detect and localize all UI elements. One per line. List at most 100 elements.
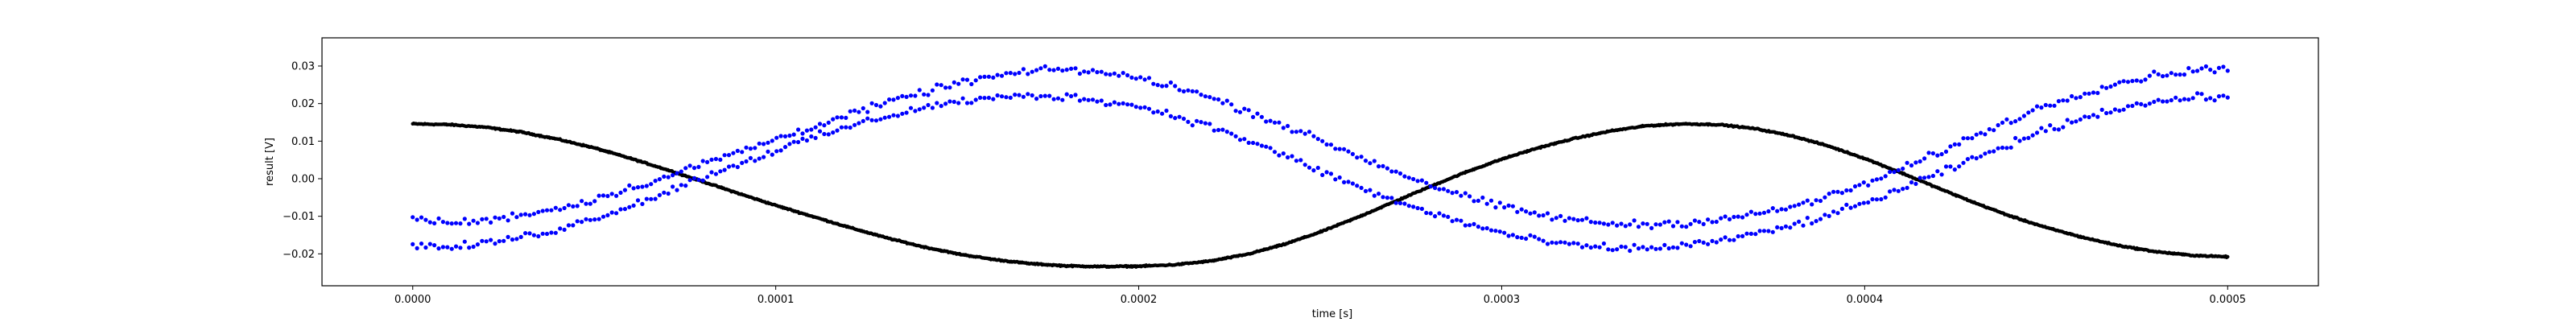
data-point — [1636, 246, 1641, 251]
data-point — [1601, 221, 1606, 226]
data-point — [1138, 75, 1143, 80]
data-point — [1095, 70, 1100, 75]
data-point — [1377, 192, 1381, 196]
data-point — [1459, 193, 1463, 198]
data-point — [1628, 248, 1633, 254]
data-point — [986, 95, 991, 101]
data-point — [2095, 90, 2100, 96]
data-point — [1892, 188, 1897, 192]
data-point — [1047, 68, 1052, 72]
data-point — [831, 117, 836, 122]
data-point — [1286, 155, 1290, 160]
data-point — [713, 171, 719, 176]
data-point — [1814, 198, 1818, 203]
data-point — [622, 207, 628, 212]
data-point — [995, 93, 1000, 98]
data-point — [2091, 90, 2096, 95]
data-point — [796, 139, 801, 145]
data-point — [1866, 183, 1871, 188]
data-point — [2104, 85, 2109, 90]
data-point — [1797, 219, 1802, 224]
data-point — [960, 96, 965, 101]
data-point — [1090, 97, 1096, 102]
data-point — [2156, 72, 2161, 76]
data-point — [1121, 71, 1125, 76]
data-point — [1623, 245, 1628, 250]
data-point — [861, 118, 865, 123]
data-point — [1545, 242, 1550, 246]
data-point — [770, 152, 774, 157]
data-point — [1810, 202, 1814, 207]
data-point — [1502, 205, 1507, 210]
data-point — [766, 149, 770, 154]
series-1 — [411, 64, 2230, 230]
data-point — [1935, 169, 1940, 174]
data-point — [731, 151, 736, 155]
data-point — [960, 77, 965, 82]
data-point — [1922, 175, 1927, 180]
data-point — [1823, 195, 1827, 200]
data-point — [523, 231, 528, 236]
data-point — [471, 218, 476, 223]
data-point — [1657, 222, 1662, 227]
data-point — [1359, 185, 1364, 190]
data-point — [531, 233, 537, 237]
data-point — [1848, 205, 1853, 210]
data-point — [1164, 108, 1169, 114]
data-point — [787, 142, 792, 147]
data-point — [2147, 101, 2152, 106]
data-point — [2034, 130, 2040, 135]
x-tick-label: 0.0001 — [758, 294, 795, 306]
data-point — [649, 196, 654, 201]
data-point — [1086, 97, 1091, 102]
data-point — [1446, 188, 1451, 193]
data-point — [2108, 110, 2113, 115]
data-point — [1463, 191, 1468, 196]
data-point — [1515, 235, 1520, 240]
data-point — [873, 118, 879, 123]
data-point — [1861, 200, 1866, 205]
data-point — [926, 102, 931, 108]
data-point — [700, 178, 705, 183]
data-point — [1424, 180, 1429, 185]
data-point — [1415, 205, 1420, 211]
data-point — [2203, 64, 2208, 69]
data-point — [1996, 146, 2000, 151]
data-point — [1104, 102, 1108, 108]
data-point — [2048, 123, 2053, 128]
data-point — [1142, 105, 1147, 109]
data-point — [605, 213, 610, 217]
data-point — [657, 192, 663, 197]
data-point — [791, 132, 796, 137]
data-point — [2225, 68, 2230, 73]
data-point — [1528, 211, 1533, 216]
data-point — [1385, 196, 1389, 200]
x-tick-label: 0.0005 — [2210, 294, 2247, 306]
data-point — [1146, 76, 1152, 80]
data-point — [675, 171, 679, 175]
data-point — [540, 208, 545, 213]
data-point — [1242, 137, 1247, 142]
data-point — [601, 214, 606, 219]
data-point — [1017, 93, 1022, 97]
data-point — [1294, 159, 1298, 163]
data-point — [1112, 100, 1117, 105]
data-point — [553, 205, 558, 210]
data-point — [1406, 175, 1411, 180]
data-point — [2225, 95, 2230, 100]
data-point — [782, 134, 788, 138]
data-point — [835, 115, 840, 120]
data-point — [1996, 122, 2000, 128]
data-point — [1433, 214, 1438, 219]
data-point — [1026, 72, 1030, 76]
data-point — [1874, 197, 1879, 202]
data-point — [1831, 189, 1836, 194]
data-point — [1086, 70, 1091, 75]
data-point — [1160, 84, 1165, 89]
data-point — [1545, 211, 1550, 216]
data-point — [1073, 93, 1078, 97]
data-point — [1437, 211, 1442, 216]
data-point — [544, 231, 550, 237]
data-point — [1987, 150, 1992, 155]
data-point — [1879, 176, 1884, 181]
